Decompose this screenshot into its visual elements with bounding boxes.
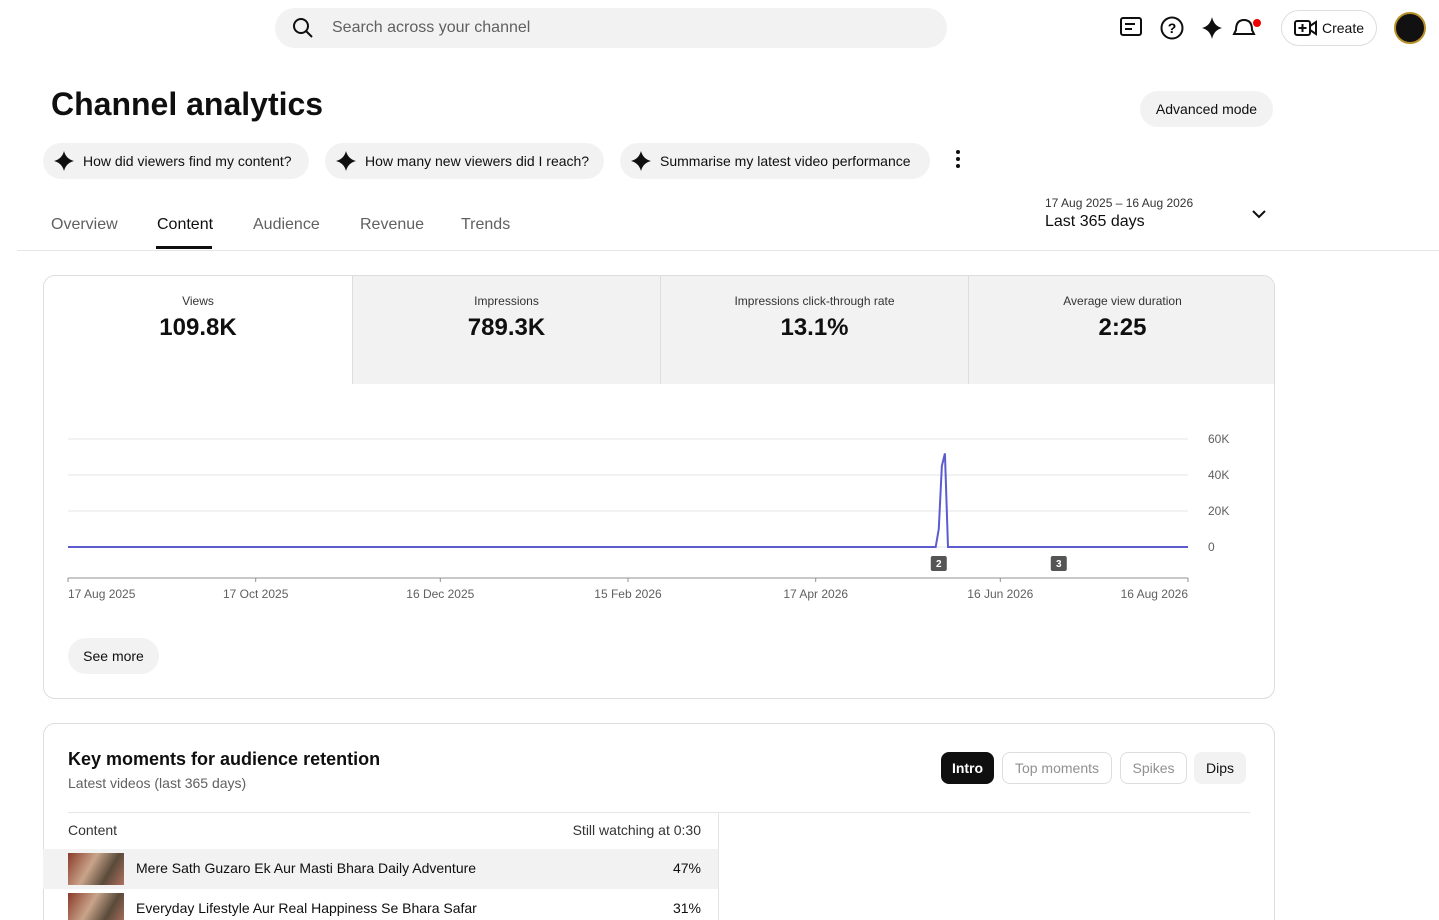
sparkle-icon [54, 151, 74, 171]
tab[interactable]: Content [157, 216, 214, 233]
divider [17, 250, 1439, 251]
suggestion-text: Summarise my latest video performance [660, 153, 911, 169]
metric-label: Impressions [474, 294, 539, 308]
date-range-label[interactable]: Last 365 days [1045, 213, 1145, 230]
x-tick-label: 17 Aug 2025 [68, 587, 136, 601]
metric-value: 109.8K [159, 314, 237, 341]
advanced-mode-button[interactable]: Advanced mode [1140, 91, 1273, 127]
create-button[interactable]: Create [1281, 10, 1377, 46]
suggestion-chip[interactable]: How did viewers find my content? [43, 143, 309, 179]
avatar[interactable] [1394, 12, 1426, 44]
suggestion-text: How many new viewers did I reach? [365, 153, 590, 169]
create-label: Create [1321, 20, 1365, 36]
search-bar[interactable]: Search across your channel [275, 8, 947, 48]
tab[interactable]: Trends [461, 216, 511, 233]
y-tick-label: 20K [1208, 504, 1229, 518]
retention-row[interactable]: Everyday Lifestyle Aur Real Happiness Se… [43, 889, 718, 920]
filter-button[interactable]: Dips [1194, 752, 1246, 784]
filter-button[interactable]: Intro [941, 752, 994, 784]
x-tick-label: 16 Aug 2026 [1121, 587, 1189, 601]
retention-card [43, 723, 1275, 920]
analytics-card: Views 109.8K Impressions 789.3K Impressions … [43, 275, 1275, 699]
y-tick-label: 60K [1208, 432, 1229, 446]
annotation-marker [930, 556, 947, 571]
metric-value: 2:25 [1098, 314, 1147, 341]
filter-button[interactable]: Top moments [1002, 752, 1112, 784]
sparkle-icon [631, 151, 651, 171]
metric-value: 789.3K [467, 314, 546, 341]
tab[interactable]: Overview [51, 216, 118, 233]
suggestion-text: How did viewers find my content? [83, 153, 292, 169]
more-menu[interactable] [950, 148, 966, 172]
table-column-divider [718, 812, 719, 920]
date-range-chevron[interactable] [1250, 207, 1268, 221]
metric-label: Average view duration [1063, 294, 1182, 308]
retention-value: 31% [672, 900, 701, 916]
annotation-marker [1050, 556, 1067, 571]
x-tick-label: 16 Dec 2025 [406, 587, 474, 601]
x-tick-label: 17 Apr 2026 [783, 587, 848, 601]
tab[interactable]: Revenue [360, 216, 425, 233]
table-divider [68, 812, 1250, 813]
filter-button[interactable]: Spikes [1120, 752, 1187, 784]
header-icons[interactable]: ? [1118, 14, 1268, 42]
video-title: Everyday Lifestyle Aur Real Happiness Se… [136, 900, 477, 916]
create-icon [1293, 20, 1317, 36]
annotation-label: 3 [1056, 559, 1062, 570]
metric-tile[interactable]: Average view duration 2:25 [968, 276, 1274, 384]
suggestion-chip[interactable]: Summarise my latest video performance [620, 143, 930, 179]
y-tick-label: 0 [1208, 540, 1215, 554]
page-title: Channel analytics [51, 86, 324, 122]
tab[interactable]: Audience [253, 216, 320, 233]
retention-row[interactable]: Mere Sath Guzaro Ek Aur Masti Bhara Dail… [43, 849, 718, 889]
data-line [68, 453, 1188, 548]
x-tick-label: 15 Feb 2026 [594, 587, 662, 601]
svg-text:?: ? [1168, 20, 1177, 36]
chart: 0 20K 40K 60K 17 Aug 2025 17 Oct 2025 16 Dec 2… [67, 432, 1229, 601]
search-icon [293, 18, 313, 38]
video-thumbnail [68, 893, 124, 920]
metric-tile[interactable]: Impressions 789.3K [352, 276, 660, 384]
date-range-dates: 17 Aug 2025 – 16 Aug 2026 [1045, 196, 1194, 210]
suggestion-chip[interactable]: How many new viewers did I reach? [325, 143, 604, 179]
column-header: Content [68, 822, 118, 838]
retention-title: Key moments for audience retention [68, 749, 381, 769]
retention-value: 47% [672, 860, 701, 876]
x-tick-label: 16 Jun 2026 [967, 587, 1033, 601]
see-more-button[interactable]: See more [68, 638, 159, 674]
annotation-label: 2 [936, 559, 942, 570]
metric-label: Views [182, 294, 214, 308]
column-header: Still watching at 0:30 [572, 822, 701, 838]
metric-value: 13.1% [780, 314, 849, 341]
x-tick-label: 17 Oct 2025 [223, 587, 289, 601]
y-tick-label: 40K [1208, 468, 1229, 482]
video-thumbnail [68, 853, 124, 885]
video-title: Mere Sath Guzaro Ek Aur Masti Bhara Dail… [136, 860, 477, 876]
metric-tile[interactable]: Views 109.8K [44, 276, 352, 384]
metric-label: Impressions click-through rate [734, 294, 895, 308]
retention-subtitle: Latest videos (last 365 days) [68, 775, 247, 791]
sparkle-icon [336, 151, 356, 171]
search-placeholder: Search across your channel [332, 19, 531, 36]
tab-underline [156, 246, 212, 249]
metric-tile[interactable]: Impressions click-through rate 13.1% [660, 276, 968, 384]
